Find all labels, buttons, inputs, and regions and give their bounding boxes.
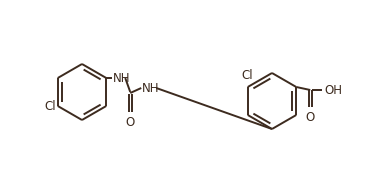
Text: NH: NH <box>142 81 160 94</box>
Text: Cl: Cl <box>241 69 253 82</box>
Text: Cl: Cl <box>44 99 56 112</box>
Text: O: O <box>126 116 135 129</box>
Text: NH: NH <box>113 71 131 84</box>
Text: OH: OH <box>324 84 342 97</box>
Text: O: O <box>306 111 315 124</box>
